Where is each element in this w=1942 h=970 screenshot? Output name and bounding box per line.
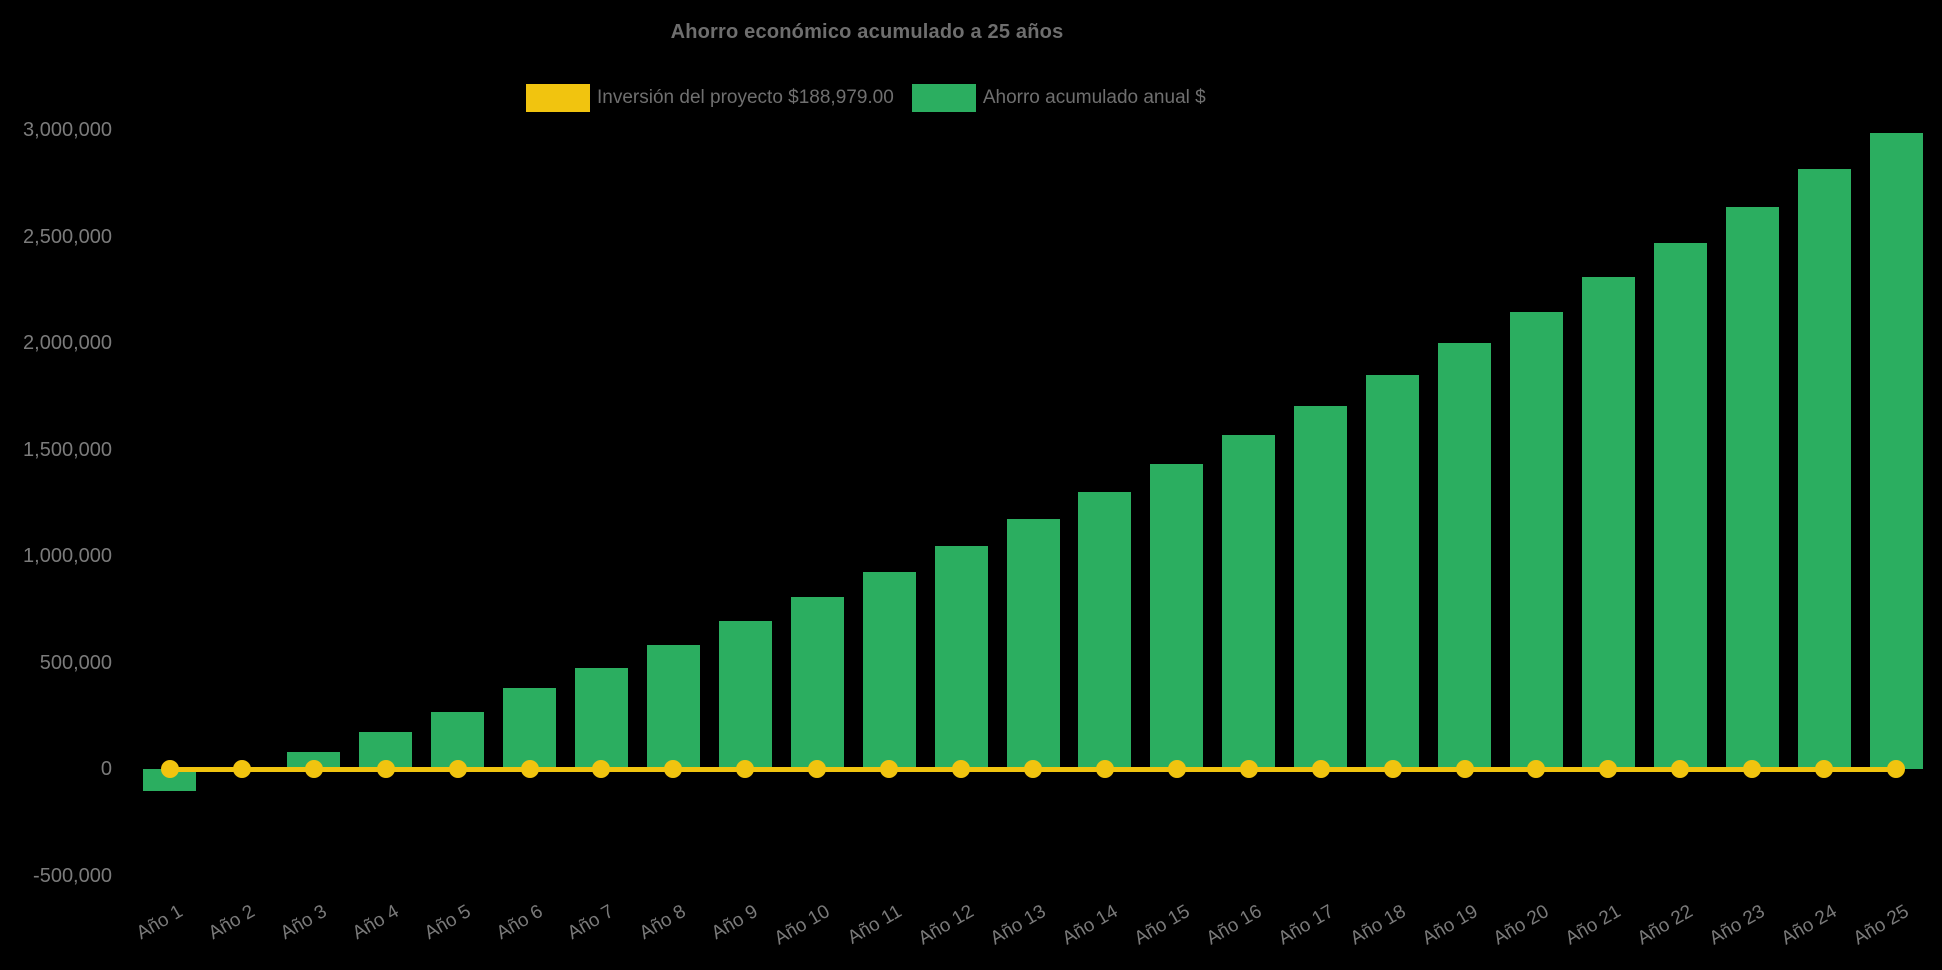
bar-año-20[interactable] [1509, 312, 1563, 770]
investment-point[interactable] [1815, 760, 1834, 779]
legend: Inversión del proyecto $188,979.00 Ahorr… [526, 84, 1206, 112]
investment-point[interactable] [880, 760, 899, 779]
investment-point[interactable] [664, 760, 683, 779]
bar-año-18[interactable] [1366, 375, 1420, 770]
x-tick-label: Año 23 [1706, 901, 1769, 950]
bar-año-23[interactable] [1725, 206, 1779, 770]
y-tick-label: -500,000 [33, 864, 112, 887]
x-tick-label: Año 13 [986, 901, 1050, 950]
x-tick-label: Año 11 [844, 901, 906, 949]
x-tick-label: Año 18 [1346, 901, 1410, 950]
investment-point[interactable] [160, 760, 179, 779]
x-tick-label: Año 5 [420, 901, 475, 945]
x-tick-label: Año 14 [1058, 901, 1122, 950]
chart-title: Ahorro económico acumulado a 25 años [670, 21, 1064, 43]
investment-point[interactable] [1671, 760, 1690, 779]
x-tick-label: Año 10 [771, 901, 834, 950]
bar-año-8[interactable] [646, 644, 700, 770]
investment-point[interactable] [376, 760, 395, 779]
y-tick-label: 2,000,000 [23, 332, 112, 355]
investment-point[interactable] [1527, 760, 1546, 779]
x-tick-label: Año 19 [1418, 901, 1482, 950]
investment-point[interactable] [952, 760, 971, 779]
investment-point[interactable] [232, 760, 251, 779]
investment-point[interactable] [808, 760, 827, 779]
x-tick-label: Año 8 [636, 901, 690, 945]
x-tick-label: Año 22 [1634, 901, 1697, 950]
bar-año-17[interactable] [1294, 405, 1348, 770]
bar-año-6[interactable] [503, 688, 557, 770]
bar-año-19[interactable] [1438, 343, 1492, 770]
investment-point[interactable] [1311, 760, 1330, 779]
investment-point[interactable] [736, 760, 755, 779]
x-tick-label: Año 9 [708, 901, 762, 945]
x-tick-label: Año 24 [1777, 901, 1841, 950]
bar-año-16[interactable] [1222, 435, 1276, 770]
investment-point[interactable] [1383, 760, 1402, 779]
y-tick-label: 500,000 [39, 651, 112, 674]
x-tick-label: Año 16 [1202, 901, 1266, 950]
x-tick-label: Año 15 [1130, 901, 1194, 950]
x-tick-label: Año 12 [914, 901, 978, 950]
bar-año-10[interactable] [790, 596, 844, 770]
bar-año-7[interactable] [574, 667, 628, 770]
investment-point[interactable] [1095, 760, 1114, 779]
y-tick-label: 2,500,000 [23, 225, 112, 248]
investment-point[interactable] [304, 760, 323, 779]
x-tick-label: Año 7 [564, 901, 618, 945]
bar-año-22[interactable] [1653, 242, 1707, 770]
x-tick-label: Año 6 [492, 901, 547, 945]
investment-point[interactable] [1743, 760, 1762, 779]
investment-point[interactable] [592, 760, 611, 779]
investment-point[interactable] [1167, 760, 1186, 779]
investment-point[interactable] [1024, 760, 1042, 779]
investment-point[interactable] [1239, 760, 1258, 779]
investment-point[interactable] [1887, 760, 1906, 779]
bar-año-24[interactable] [1797, 168, 1851, 770]
legend-label-investment: Inversión del proyecto $188,979.00 [597, 87, 894, 108]
y-tick-label: 0 [100, 758, 112, 781]
legend-item-savings[interactable]: Ahorro acumulado anual $ [911, 84, 1206, 112]
bar-año-14[interactable] [1078, 492, 1132, 770]
legend-swatch-investment-icon [526, 84, 590, 112]
legend-label-savings: Ahorro acumulado anual $ [982, 87, 1206, 108]
x-tick-label: Año 4 [348, 901, 403, 945]
legend-swatch-savings-icon [911, 84, 976, 112]
x-tick-label: Año 3 [276, 901, 331, 945]
bar-año-12[interactable] [934, 546, 988, 770]
bar-año-5[interactable] [431, 711, 485, 770]
x-tick-label: Año 25 [1849, 901, 1913, 950]
bar-año-25[interactable] [1869, 132, 1923, 770]
investment-point[interactable] [1455, 760, 1474, 779]
bar-año-9[interactable] [718, 620, 772, 770]
x-tick-label: Año 2 [204, 901, 259, 945]
bar-año-1[interactable] [143, 769, 197, 791]
legend-item-investment[interactable]: Inversión del proyecto $188,979.00 [526, 84, 894, 112]
bar-año-13[interactable] [1006, 518, 1060, 770]
y-tick-label: 3,000,000 [23, 118, 112, 141]
investment-point[interactable] [1599, 760, 1618, 779]
y-tick-label: 1,500,000 [23, 438, 112, 461]
investment-point[interactable] [448, 760, 467, 779]
bar-año-15[interactable] [1150, 464, 1204, 770]
bar-año-11[interactable] [862, 571, 916, 770]
x-tick-label: Año 20 [1490, 901, 1553, 950]
x-tick-label: Año 17 [1274, 901, 1338, 950]
investment-point[interactable] [520, 760, 539, 779]
x-tick-label: Año 21 [1562, 901, 1625, 950]
y-tick-label: 1,000,000 [23, 545, 112, 568]
bar-año-21[interactable] [1581, 277, 1635, 770]
x-tick-label: Año 1 [132, 901, 187, 945]
